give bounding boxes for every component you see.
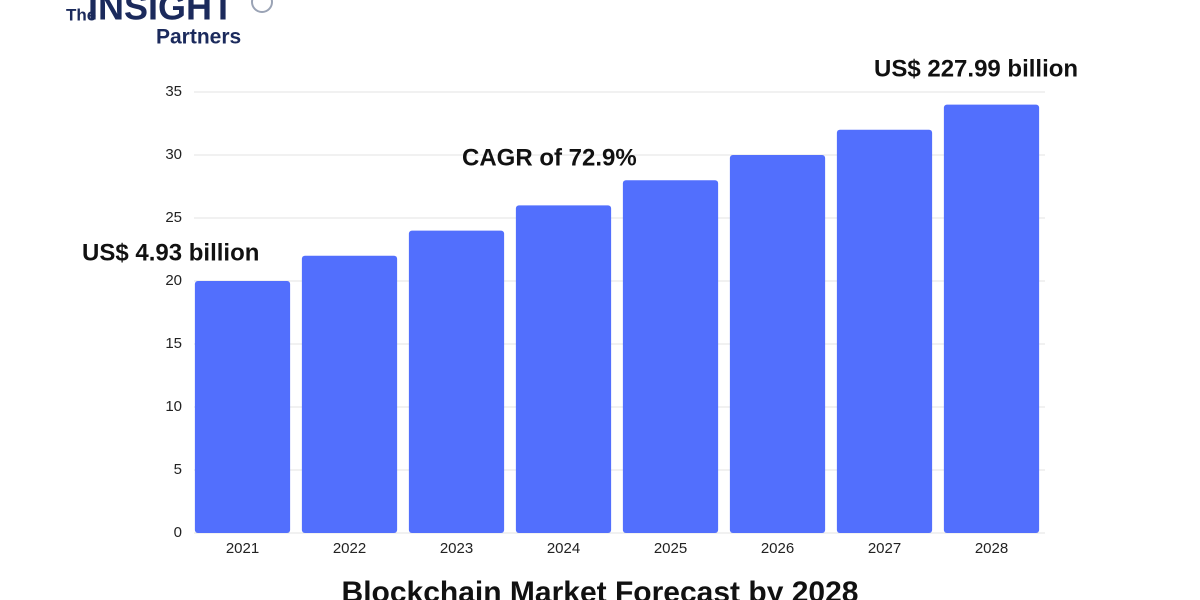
bar bbox=[729, 155, 826, 533]
x-tick-label: 2024 bbox=[547, 540, 580, 557]
bar bbox=[194, 281, 291, 533]
x-tick-label: 2028 bbox=[975, 540, 1008, 557]
x-tick-label: 2025 bbox=[654, 540, 687, 557]
annotation: US$ 227.99 billion bbox=[874, 55, 1078, 82]
annotation: US$ 4.93 billion bbox=[82, 239, 259, 266]
bar bbox=[408, 230, 505, 533]
y-tick-label: 0 bbox=[174, 524, 182, 541]
y-tick-label: 10 bbox=[165, 398, 182, 415]
logo-main: INSIGHT bbox=[88, 0, 234, 28]
x-tick-label: 2022 bbox=[333, 540, 366, 557]
x-tick-label: 2023 bbox=[440, 540, 473, 557]
bar bbox=[836, 129, 933, 534]
bar bbox=[622, 180, 719, 533]
y-tick-label: 35 bbox=[165, 83, 182, 100]
bar bbox=[515, 205, 612, 533]
x-tick-label: 2026 bbox=[761, 540, 794, 557]
x-tick-label: 2027 bbox=[868, 540, 901, 557]
bar bbox=[301, 255, 398, 534]
logo-sub: Partners bbox=[156, 26, 241, 49]
bar bbox=[943, 104, 1040, 533]
logo: The INSIGHT Partners bbox=[66, 0, 273, 49]
logo-icon bbox=[251, 0, 273, 13]
y-tick-label: 5 bbox=[174, 461, 182, 478]
y-tick-label: 30 bbox=[165, 146, 182, 163]
x-tick-label: 2021 bbox=[226, 540, 259, 557]
annotation: CAGR of 72.9% bbox=[462, 144, 637, 171]
chart-title: Blockchain Market Forecast by 2028 bbox=[342, 576, 859, 600]
y-tick-label: 20 bbox=[165, 272, 182, 289]
logo-small: The bbox=[66, 5, 96, 24]
y-tick-label: 25 bbox=[165, 209, 182, 226]
y-tick-label: 15 bbox=[165, 335, 182, 352]
